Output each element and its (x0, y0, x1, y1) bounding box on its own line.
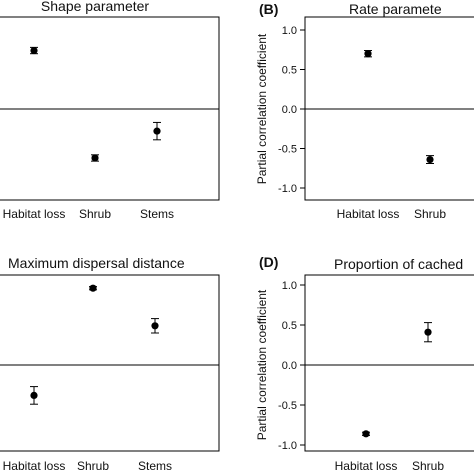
panel-b-point-habitat-loss (364, 50, 372, 58)
panel-d-yaxis: 1.0 0.5 0.0 -0.5 -1.0 (278, 280, 305, 452)
panel-d-ytick-2: 0.5 (282, 320, 297, 332)
panel-d-xtick-shrub: Shrub (412, 459, 444, 473)
panel-d-ylabel: Partial correlation coefficient (255, 289, 269, 440)
panel-b-ytick-2: 0.5 (282, 65, 297, 77)
panel-a: Shape parameter Habitat loss Shrub Stems (0, 0, 220, 221)
panel-b-yaxis: 1.0 0.5 0.0 -0.5 -1.0 (278, 25, 305, 195)
panel-d-point-habitat-loss (362, 430, 370, 438)
panel-d-point-shrub (424, 328, 432, 336)
panel-b-ytick-4: -0.5 (278, 144, 297, 156)
panel-b-ytick-1: 1.0 (282, 25, 297, 37)
panel-b-ytick-5: -1.0 (278, 183, 297, 195)
panel-b-xtick-habitat-loss: Habitat loss (337, 207, 400, 221)
panel-a-point-habitat-loss (30, 46, 38, 55)
panel-c-plot-frame (0, 274, 220, 452)
panel-a-xtick-stems: Stems (140, 207, 174, 221)
panel-a-point-shrub (91, 154, 99, 162)
panel-d-xtick-habitat-loss: Habitat loss (335, 459, 398, 473)
panel-b: (B) Rate paramete Partial correlation co… (255, 1, 474, 221)
panel-b-ylabel: Partial correlation coefficient (255, 33, 269, 184)
panel-b-title: Rate paramete (349, 1, 442, 17)
panel-d-plot-frame (304, 274, 474, 452)
panel-d-ytick-3: 0.0 (282, 360, 297, 372)
panel-a-xtick-shrub: Shrub (79, 207, 111, 221)
panel-d-ytick-5: -1.0 (278, 440, 297, 452)
panel-b-ytick-3: 0.0 (282, 104, 297, 116)
panel-b-xtick-shrub: Shrub (414, 207, 446, 221)
panel-d: (D) Proportion of cached Partial correla… (255, 254, 474, 473)
panel-a-title: Shape parameter (41, 0, 150, 14)
panel-d-ytick-1: 1.0 (282, 280, 297, 292)
panel-d-ytick-4: -0.5 (278, 400, 297, 412)
panel-d-label: (D) (259, 254, 278, 270)
panel-c-point-stems (151, 322, 159, 330)
panel-c: Maximum dispersal distance Habitat loss … (0, 255, 220, 473)
panel-d-title: Proportion of cached (334, 256, 463, 272)
panel-c-xtick-stems: Stems (138, 459, 172, 473)
panel-c-xtick-shrub: Shrub (77, 459, 109, 473)
panel-a-point-stems (153, 127, 161, 135)
panel-c-title: Maximum dispersal distance (8, 255, 185, 271)
panel-c-point-habitat-loss (30, 391, 38, 399)
panel-a-xtick-habitat-loss: Habitat loss (3, 207, 66, 221)
panel-c-point-shrub (89, 284, 97, 292)
panel-b-label: (B) (259, 1, 278, 17)
panel-c-xtick-habitat-loss: Habitat loss (3, 459, 66, 473)
panel-b-point-shrub (426, 155, 434, 164)
